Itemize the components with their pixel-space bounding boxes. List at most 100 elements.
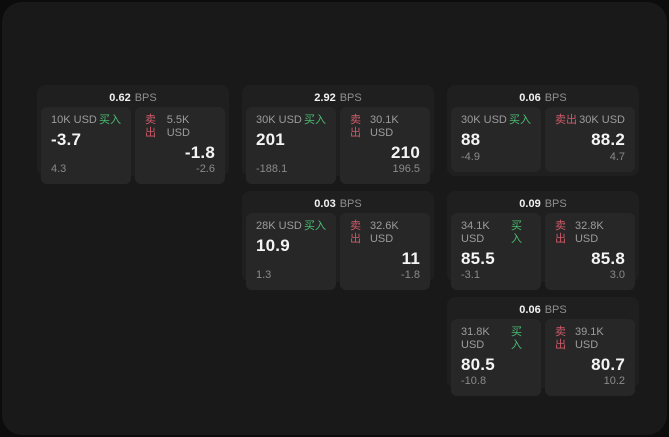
buy-tag: 买入 [511,220,523,245]
bps-value: 0.62 [109,92,131,104]
quote-panels: 28K USD 买入 10.9 1.3 卖出 32.6K USD 11 -1.8 [246,213,430,290]
card-header: 0.06 BPS [451,89,635,107]
sell-price: -1.8 [184,143,215,162]
buy-price: -3.7 [51,130,82,149]
buy-quote-panel[interactable]: 31.8K USD 买入 80.5 -10.8 [451,319,541,396]
bps-unit-label: BPS [544,198,567,210]
card-header: 0.06 BPS [451,301,635,319]
bps-unit-label: BPS [544,92,567,104]
buy-delta: -188.1 [256,163,288,175]
sell-quote-panel[interactable]: 卖出 5.5K USD -1.8 -2.6 [135,107,225,184]
bps-unit-label: BPS [544,304,567,316]
buy-quote-panel[interactable]: 30K USD 买入 201 -188.1 [246,107,336,184]
buy-delta: 4.3 [51,163,67,175]
sell-quote-panel[interactable]: 卖出 32.8K USD 85.8 3.0 [545,213,635,290]
sell-delta: 10.2 [603,375,625,387]
sell-price: 88.2 [591,130,625,149]
buy-amount: 28K USD [256,220,302,232]
sell-price: 11 [401,249,420,268]
sell-panel-top-row: 卖出 30.1K USD [350,114,420,140]
sell-price: 80.7 [591,355,625,374]
buy-tag: 买入 [304,220,326,232]
buy-amount: 34.1K USD [461,220,490,245]
buy-delta: -10.8 [461,375,487,387]
sell-delta: 3.0 [609,269,625,281]
buy-panel-top-row: 10K USD 买入 [51,114,121,127]
sell-quote-panel[interactable]: 卖出 30.1K USD 210 196.5 [340,107,430,184]
quote-panels: 30K USD 买入 88 -4.9 卖出 30K USD 88.2 4.7 [451,107,635,172]
buy-quote-panel[interactable]: 10K USD 买入 -3.7 4.3 [41,107,131,184]
card-header: 2.92 BPS [246,89,430,107]
sell-tag: 卖出 [555,220,566,245]
buy-price: 201 [256,130,285,149]
bps-value: 0.09 [519,198,541,210]
sell-panel-top-row: 卖出 32.8K USD [555,220,625,246]
sell-amount: 5.5K USD [166,114,190,139]
buy-tag: 买入 [304,114,326,126]
sell-amount: 30.1K USD [369,114,399,139]
quote-panels: 10K USD 买入 -3.7 4.3 卖出 5.5K USD -1.8 -2.… [41,107,225,184]
sell-delta: -1.8 [401,269,420,281]
buy-panel-top-row: 30K USD 买入 [256,114,326,127]
buy-amount: 10K USD [51,114,97,126]
quote-card: 2.92 BPS 30K USD 买入 201 -188.1 卖出 30.1K … [242,85,434,184]
sell-quote-panel[interactable]: 卖出 32.6K USD 11 -1.8 [340,213,430,290]
quote-panels: 34.1K USD 买入 85.5 -3.1 卖出 32.8K USD 85.8… [451,213,635,290]
quote-card: 0.03 BPS 28K USD 买入 10.9 1.3 卖出 32.6K US… [242,191,434,290]
sell-price: 210 [391,143,420,162]
quote-card: 0.09 BPS 34.1K USD 买入 85.5 -3.1 卖出 32.8K… [447,191,639,290]
sell-delta: -2.6 [196,163,215,175]
bps-unit-label: BPS [339,198,362,210]
sell-delta: 4.7 [609,151,625,163]
buy-price: 88 [461,130,481,149]
bps-unit-label: BPS [339,92,362,104]
quote-card: 0.06 BPS 30K USD 买入 88 -4.9 卖出 30K USD 8… [447,85,639,176]
buy-amount: 30K USD [461,114,507,126]
bps-value: 0.03 [314,198,336,210]
sell-panel-top-row: 卖出 30K USD [555,114,625,127]
buy-panel-top-row: 30K USD 买入 [461,114,531,127]
sell-tag: 卖出 [555,114,577,126]
buy-panel-top-row: 31.8K USD 买入 [461,326,531,352]
sell-panel-top-row: 卖出 32.6K USD [350,220,420,246]
sell-tag: 卖出 [350,220,361,245]
sell-amount: 32.8K USD [574,220,604,245]
buy-price: 80.5 [461,355,495,374]
sell-quote-panel[interactable]: 卖出 39.1K USD 80.7 10.2 [545,319,635,396]
sell-tag: 卖出 [145,114,156,139]
buy-amount: 30K USD [256,114,302,126]
buy-delta: 1.3 [256,269,272,281]
card-header: 0.09 BPS [451,195,635,213]
sell-delta: 196.5 [392,163,420,175]
card-grid: 0.62 BPS 10K USD 买入 -3.7 4.3 卖出 5.5K USD… [37,85,639,396]
buy-price: 85.5 [461,249,495,268]
buy-amount: 31.8K USD [461,326,490,351]
buy-tag: 买入 [509,114,531,126]
bps-value: 2.92 [314,92,336,104]
quote-card: 0.62 BPS 10K USD 买入 -3.7 4.3 卖出 5.5K USD… [37,85,229,184]
sell-price: 85.8 [591,249,625,268]
buy-panel-top-row: 28K USD 买入 [256,220,326,233]
buy-quote-panel[interactable]: 28K USD 买入 10.9 1.3 [246,213,336,290]
sell-panel-top-row: 卖出 5.5K USD [145,114,215,140]
quote-card: 0.06 BPS 31.8K USD 买入 80.5 -10.8 卖出 39.1… [447,297,639,396]
bps-value: 0.06 [519,304,541,316]
quote-panels: 30K USD 买入 201 -188.1 卖出 30.1K USD 210 1… [246,107,430,184]
card-header: 0.03 BPS [246,195,430,213]
bps-value: 0.06 [519,92,541,104]
buy-tag: 买入 [511,326,523,351]
buy-price: 10.9 [256,236,290,255]
bps-unit-label: BPS [134,92,157,104]
card-header: 0.62 BPS [41,89,225,107]
sell-amount: 39.1K USD [574,326,604,351]
buy-quote-panel[interactable]: 34.1K USD 买入 85.5 -3.1 [451,213,541,290]
sell-quote-panel[interactable]: 卖出 30K USD 88.2 4.7 [545,107,635,172]
sell-tag: 卖出 [555,326,566,351]
sell-tag: 卖出 [350,114,361,139]
buy-delta: -4.9 [461,151,480,163]
quote-panels: 31.8K USD 买入 80.5 -10.8 卖出 39.1K USD 80.… [451,319,635,396]
buy-quote-panel[interactable]: 30K USD 买入 88 -4.9 [451,107,541,172]
buy-panel-top-row: 34.1K USD 买入 [461,220,531,246]
sell-amount: 30K USD [579,114,625,126]
